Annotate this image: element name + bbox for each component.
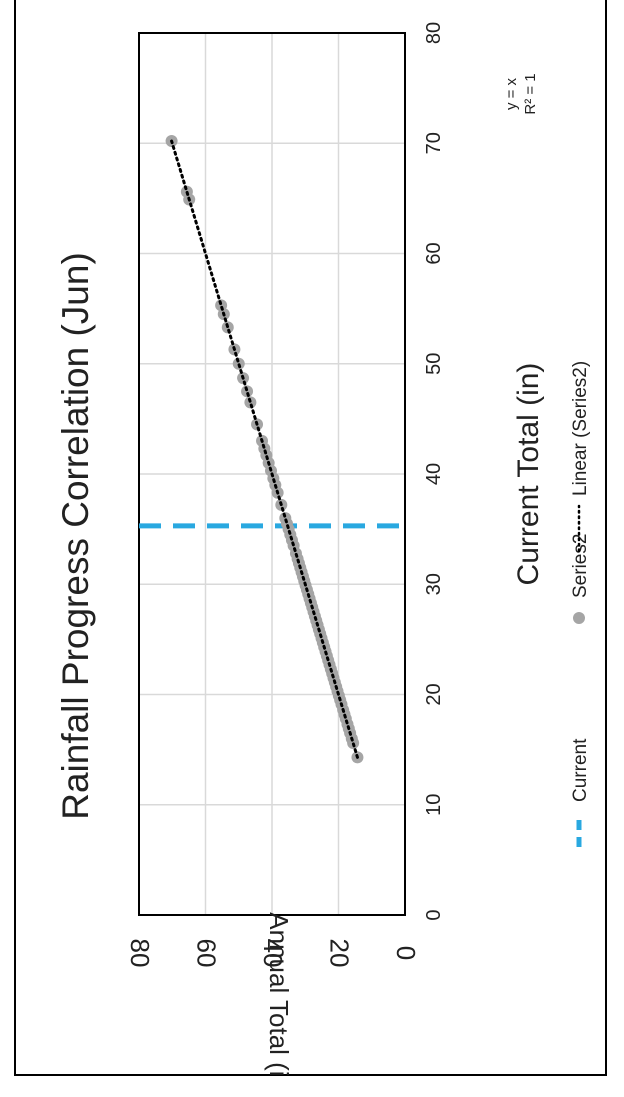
- legend-series2-swatch: [573, 612, 585, 624]
- y-tick-label: 80: [125, 939, 155, 968]
- y-tick-label: 0: [391, 946, 421, 960]
- x-tick-label: 40: [423, 463, 445, 485]
- series-layer: [139, 135, 405, 764]
- series2-point: [215, 299, 228, 312]
- series2-point: [241, 385, 254, 398]
- x-tick-label: 10: [423, 794, 445, 816]
- legend-current-label: Current: [570, 738, 591, 802]
- x-tick-label: 80: [423, 22, 445, 44]
- chart-title: Rainfall Progress Correlation (Jun): [55, 252, 96, 820]
- trendline-r2: R² = 1: [522, 73, 539, 114]
- y-tick-label: 20: [325, 939, 355, 968]
- y-tick-label: 40: [258, 939, 288, 968]
- x-tick-label: 0: [423, 909, 445, 920]
- legend: Current Series2 Linear (Series2): [570, 361, 591, 847]
- series2-point: [279, 512, 292, 525]
- trendline-equation: y = x: [503, 77, 520, 110]
- x-tick-label: 50: [423, 353, 445, 375]
- trendline: [170, 139, 359, 759]
- x-tick-label: 30: [423, 573, 445, 595]
- x-tick-label: 70: [423, 132, 445, 154]
- legend-series2-label: Series2: [570, 534, 591, 598]
- y-tick-label: 60: [192, 939, 222, 968]
- chart-svg: 0 10 20 30 40 50 60 70 80 0 20 40 60 80 Current Serie…: [55, 22, 591, 1078]
- x-axis-ticks: 0 10 20 30 40 50 60 70 80: [423, 22, 445, 921]
- x-tick-label: 60: [423, 242, 445, 264]
- y-axis-title: Annual Total (in): [264, 912, 294, 1078]
- y-axis-ticks: 0 20 40 60 80: [125, 939, 421, 968]
- plot-area-border: [138, 32, 406, 916]
- legend-trendline-label: Linear (Series2): [570, 361, 591, 496]
- x-axis-title: Current Total (in): [512, 363, 545, 586]
- x-tick-label: 20: [423, 683, 445, 705]
- chart-frame: 0 10 20 30 40 50 60 70 80 0 20 40 60 80 Current Serie…: [14, 0, 607, 1078]
